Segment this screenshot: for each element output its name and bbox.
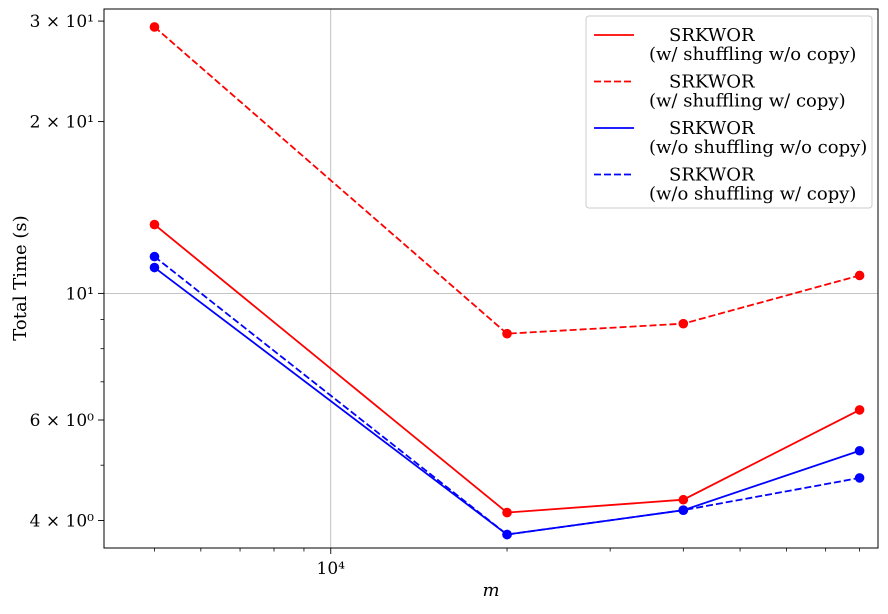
y-axis-label: Total Time (s) [10, 215, 31, 340]
y-tick-label: 10¹ [66, 284, 94, 304]
series-4 [149, 251, 865, 540]
series-line [153, 266, 860, 536]
legend-box [585, 15, 873, 209]
data-point [149, 22, 160, 32]
data-point [149, 251, 160, 262]
legend-label: SRKWOR (w/ shuffling w/o copy) [649, 25, 856, 65]
legend-entry-4: SRKWOR (w/o shuffling w/ copy) [594, 165, 856, 205]
axis-ticks: 10⁴ 3 × 10¹ 2 × 10¹ 10¹ 6 × 10⁰ 4 × 10⁰ [30, 12, 861, 579]
series-line [153, 26, 860, 335]
y-tick-label: 6 × 10⁰ [30, 411, 94, 431]
legend: SRKWOR (w/ shuffling w/o copy) SRKWOR (w/ s… [585, 15, 873, 209]
series-line [153, 223, 861, 514]
data-point [678, 505, 689, 515]
data-point [149, 219, 160, 230]
y-tick-label: 4 × 10⁰ [30, 512, 94, 532]
data-point [502, 507, 512, 518]
data-point [149, 262, 160, 273]
legend-label: SRKWOR (w/o shuffling w/ copy) [649, 165, 856, 205]
y-tick-label: 2 × 10¹ [30, 113, 94, 133]
data-point [502, 328, 512, 339]
legend-entry-3: SRKWOR (w/o shuffling w/o copy) [594, 118, 867, 158]
series-2 [149, 22, 865, 339]
plot-frame [103, 8, 879, 549]
y-tick-label: 3 × 10¹ [30, 12, 94, 32]
data-point [678, 494, 689, 505]
data-point [854, 473, 865, 483]
x-tick-label: 10⁴ [317, 559, 346, 579]
series-1 [149, 219, 865, 518]
legend-entry-1: SRKWOR (w/ shuffling w/o copy) [594, 25, 856, 65]
data-point [854, 270, 865, 281]
data-point [502, 529, 512, 540]
x-axis-label: m [482, 580, 499, 601]
series-line [153, 255, 860, 536]
data-point [854, 445, 865, 456]
legend-label: SRKWOR (w/ shuffling w/ copy) [649, 72, 846, 112]
grid-lines [104, 9, 878, 548]
series-layer [149, 22, 865, 540]
data-point [854, 405, 865, 415]
data-point [678, 318, 689, 329]
legend-label: SRKWOR (w/o shuffling w/o copy) [649, 118, 867, 158]
legend-entry-2: SRKWOR (w/ shuffling w/ copy) [594, 72, 846, 112]
